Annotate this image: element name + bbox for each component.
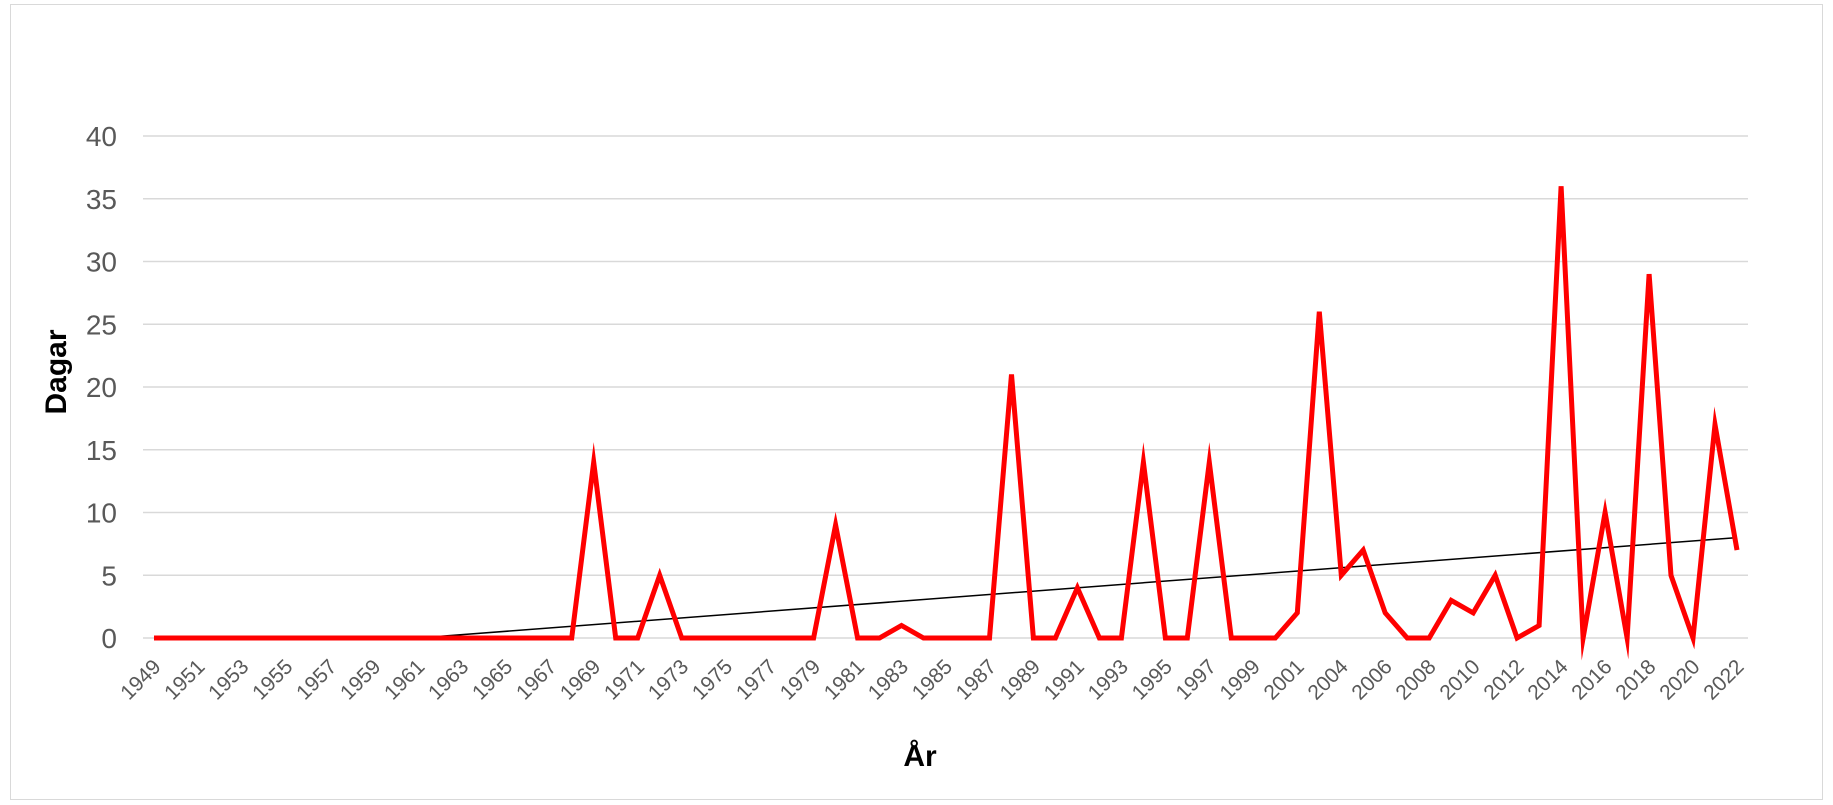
- x-tick-label: 2004: [1303, 655, 1353, 705]
- y-tick-label: 40: [86, 121, 117, 152]
- x-tick-label: 1979: [776, 655, 825, 704]
- x-tick-label: 1995: [1128, 655, 1177, 704]
- series-line-0: [154, 186, 1740, 661]
- x-tick-label: 2010: [1435, 655, 1484, 704]
- y-tick-label: 10: [86, 498, 117, 529]
- x-tick-label: 1981: [820, 655, 869, 704]
- x-tick-label: 2014: [1523, 655, 1573, 705]
- x-axis-ticks: 1949195119531955195719591961196319651967…: [116, 655, 1748, 705]
- x-tick-label: 1951: [160, 655, 209, 704]
- x-tick-label: 1975: [688, 655, 737, 704]
- x-tick-label: 1969: [556, 655, 605, 704]
- y-axis-title: Dagar: [40, 329, 73, 414]
- x-tick-label: 1961: [380, 655, 429, 704]
- x-tick-label: 1989: [996, 655, 1045, 704]
- x-tick-label: 2020: [1655, 655, 1704, 704]
- y-tick-label: 5: [101, 560, 117, 591]
- x-tick-label: 1955: [248, 655, 297, 704]
- x-tick-label: 1983: [864, 655, 913, 704]
- x-tick-label: 1987: [952, 655, 1001, 704]
- x-tick-label: 1965: [468, 655, 517, 704]
- x-tick-label: 1963: [424, 655, 473, 704]
- y-tick-label: 30: [86, 247, 117, 278]
- y-tick-label: 25: [86, 309, 117, 340]
- x-tick-label: 2018: [1611, 655, 1660, 704]
- x-tick-label: 1957: [292, 655, 341, 704]
- x-tick-label: 1967: [512, 655, 561, 704]
- x-tick-label: 1959: [336, 655, 385, 704]
- x-tick-label: 2016: [1567, 655, 1616, 704]
- gridlines: [143, 135, 1748, 639]
- y-tick-label: 0: [101, 623, 117, 654]
- x-tick-label: 1949: [116, 655, 165, 704]
- y-tick-label: 35: [86, 184, 117, 215]
- x-tick-label: 1973: [644, 655, 693, 704]
- x-tick-label: 2001: [1260, 655, 1309, 704]
- x-tick-label: 1977: [732, 655, 781, 704]
- x-tick-label: 1985: [908, 655, 957, 704]
- x-tick-label: 1993: [1084, 655, 1133, 704]
- y-tick-label: 20: [86, 372, 117, 403]
- x-tick-label: 2008: [1391, 655, 1440, 704]
- x-tick-label: 1999: [1216, 655, 1265, 704]
- x-tick-label: 1953: [204, 655, 253, 704]
- x-tick-label: 1971: [600, 655, 649, 704]
- y-tick-label: 15: [86, 435, 117, 466]
- x-tick-label: 2006: [1347, 655, 1396, 704]
- x-tick-label: 2022: [1699, 655, 1748, 704]
- x-tick-label: 2012: [1479, 655, 1528, 704]
- x-axis-title: År: [903, 740, 937, 773]
- x-tick-label: 1997: [1172, 655, 1221, 704]
- y-axis-ticks: 0 5 10 15 20 25 30 35 40: [86, 121, 117, 654]
- series-layer: [153, 186, 1740, 661]
- x-tick-label: 1991: [1040, 655, 1089, 704]
